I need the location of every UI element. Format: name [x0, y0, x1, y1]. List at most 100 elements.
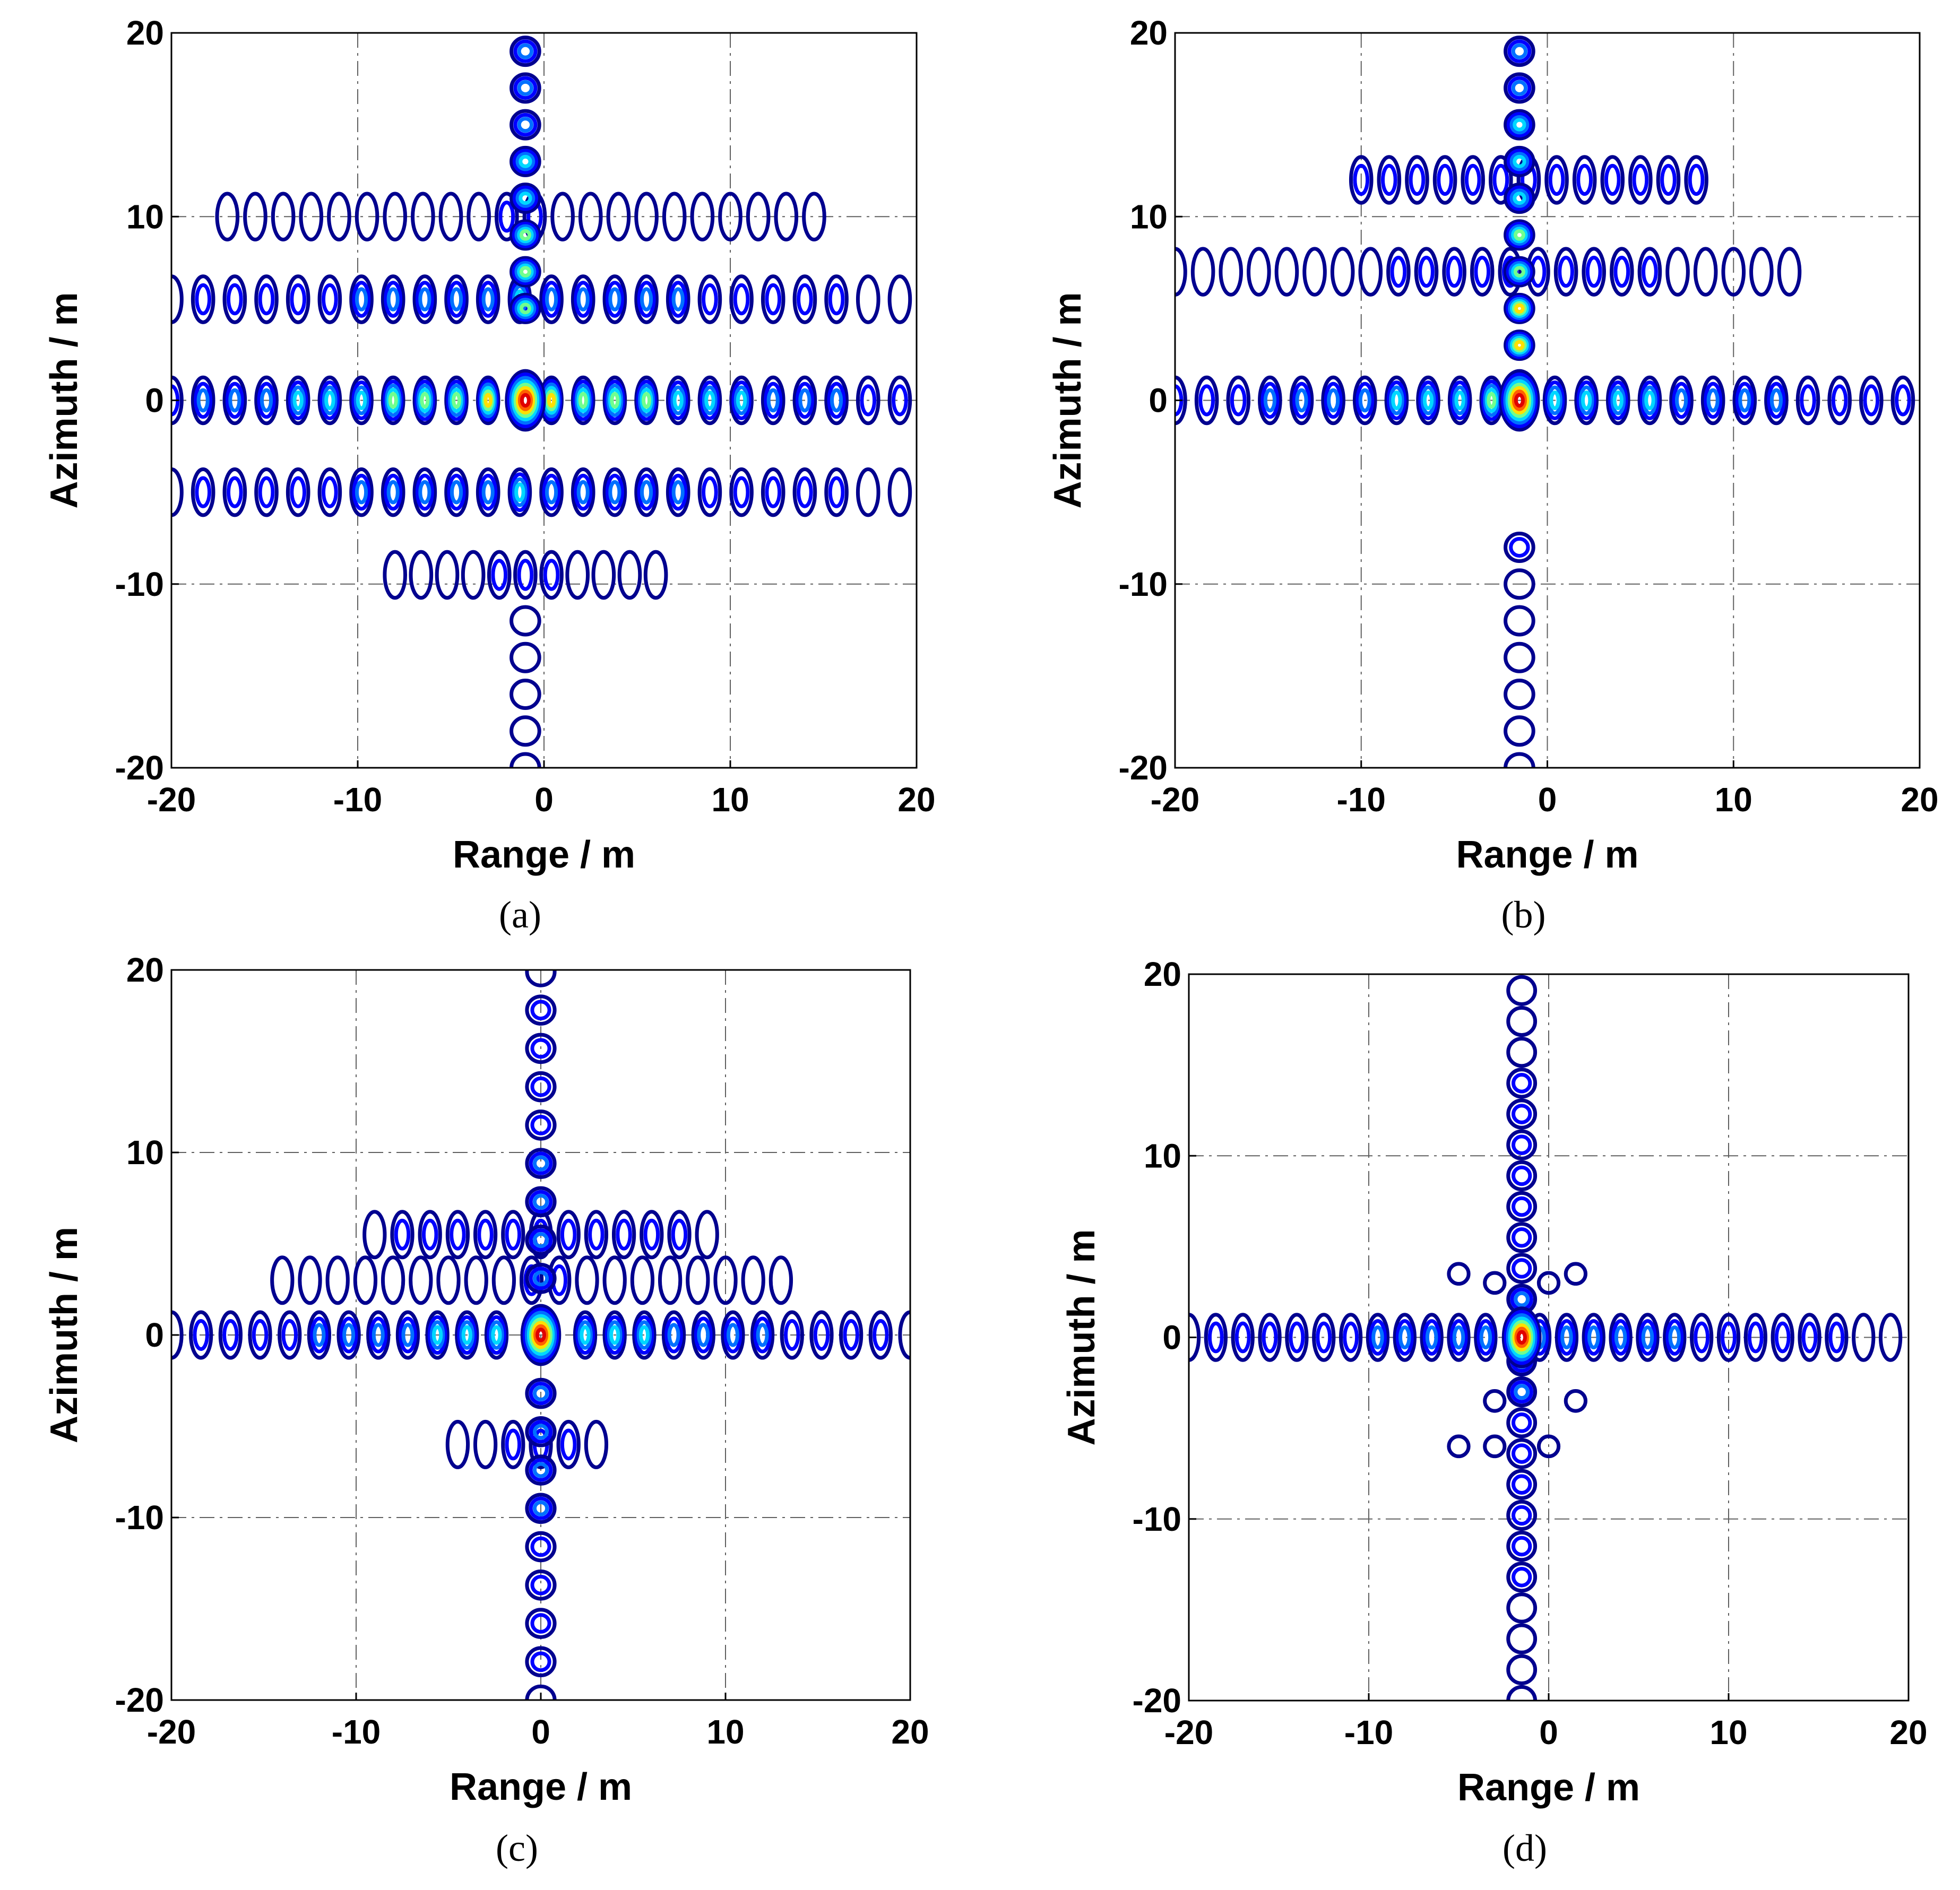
range-sidelobe	[602, 467, 627, 517]
contour-ring	[1506, 1376, 1538, 1408]
contour-ring	[517, 117, 534, 133]
range-sidelobe	[630, 1255, 655, 1305]
contour-ring	[409, 550, 434, 600]
range-sidelobe	[634, 467, 659, 517]
contour-ring	[519, 229, 531, 241]
contour-ring	[1507, 39, 1532, 63]
y-axis-label: Azimuth / m	[43, 292, 85, 509]
x-tick-label: -10	[1344, 1713, 1394, 1752]
contour-ring	[525, 1493, 557, 1524]
contour-ring	[1425, 1325, 1438, 1350]
range-sidelobe	[1716, 1313, 1741, 1362]
contour-ring	[1324, 382, 1343, 419]
contour-ring	[226, 476, 243, 508]
range-sidelobe	[1700, 375, 1725, 426]
contour-ring	[525, 1071, 557, 1103]
contour-ring	[519, 266, 531, 278]
contour-ring	[530, 1536, 551, 1557]
contour-ring	[560, 1428, 577, 1461]
range-sidelobe	[473, 1419, 498, 1469]
contour-ring	[525, 1186, 557, 1218]
azimuth-sidelobe	[510, 145, 541, 177]
contour-ring	[349, 274, 374, 324]
contour-ring	[412, 274, 437, 324]
contour-ring	[452, 392, 462, 409]
contour-ring	[1483, 1434, 1507, 1459]
range-sidelobe	[1656, 155, 1681, 205]
range-sidelobe	[1258, 375, 1282, 426]
contour-ring	[1749, 247, 1774, 297]
contour-ring	[1738, 388, 1751, 413]
contour-ring	[505, 1218, 522, 1251]
contour-ring	[1767, 382, 1786, 419]
contour-ring	[1514, 1291, 1530, 1307]
contour-ring	[501, 1419, 525, 1469]
range-sidelobe	[1663, 1313, 1687, 1362]
contour-ring	[222, 375, 247, 426]
contour-ring	[517, 80, 534, 96]
contour-ring	[1512, 1196, 1532, 1217]
contour-ring	[487, 550, 512, 600]
contour-ring	[697, 467, 722, 517]
range-sidelobe	[571, 274, 595, 324]
contour-ring	[1825, 1313, 1849, 1362]
azimuth-sidelobe	[1506, 1191, 1538, 1223]
contour-ring	[666, 375, 690, 426]
contour-ring	[519, 302, 531, 315]
azimuth-sidelobe	[1506, 1654, 1538, 1685]
range-sidelobe	[666, 274, 690, 324]
range-sidelobe	[1600, 155, 1625, 205]
contour-ring	[1609, 1313, 1633, 1362]
contour-ring	[1508, 224, 1531, 246]
contour-ring	[526, 1314, 555, 1356]
contour-ring	[607, 1320, 623, 1350]
contour-ring	[764, 382, 783, 419]
contour-ring	[556, 1419, 581, 1469]
range-sidelobe	[746, 192, 771, 242]
contour-ring	[1512, 337, 1527, 353]
panel-caption: (b)	[1501, 894, 1546, 936]
contour-ring	[317, 375, 342, 426]
contour-ring	[278, 1310, 302, 1360]
contour-ring	[766, 388, 780, 413]
contour-ring	[729, 467, 754, 517]
contour-ring	[1514, 1384, 1530, 1400]
y-tick-label: -20	[1133, 1681, 1182, 1720]
contour-ring	[1716, 1313, 1741, 1362]
range-sidelobe	[1274, 247, 1299, 297]
contour-ring	[450, 287, 463, 311]
contour-ring	[421, 1218, 438, 1251]
contour-ring	[529, 1317, 553, 1353]
range-sidelobe	[1358, 247, 1383, 297]
range-sidelobe	[1542, 375, 1567, 426]
contour-ring	[512, 222, 539, 248]
contour-ring	[1506, 1499, 1538, 1531]
range-sidelobe	[1827, 375, 1852, 426]
azimuth-sidelobe	[525, 1377, 557, 1409]
contour-ring	[666, 467, 690, 517]
contour-ring	[194, 382, 213, 419]
range-sidelobe	[349, 375, 374, 426]
range-sidelobe	[686, 1255, 710, 1305]
range-sidelobe	[1489, 155, 1513, 205]
contour-ring	[381, 1255, 405, 1305]
contour-ring	[1393, 1313, 1417, 1362]
contour-ring	[461, 1325, 472, 1345]
contour-ring	[588, 1218, 605, 1251]
contour-ring	[1628, 155, 1653, 205]
contour-ring	[1558, 255, 1574, 288]
contour-ring	[1514, 303, 1525, 314]
contour-ring	[390, 1210, 415, 1260]
contour-ring	[1504, 752, 1535, 768]
range-sidelobe	[584, 1210, 609, 1260]
contour-ring	[1508, 261, 1531, 283]
azimuth-sidelobe	[525, 1033, 557, 1064]
contour-ring	[1547, 385, 1562, 415]
contour-ring	[797, 476, 813, 508]
contour-ring	[578, 392, 588, 409]
contour-ring	[512, 295, 539, 322]
contour-ring	[507, 467, 532, 517]
range-sidelobe	[317, 467, 342, 517]
azimuth-sidelobe	[1504, 219, 1535, 251]
azimuth-sidelobe	[1506, 1253, 1538, 1284]
